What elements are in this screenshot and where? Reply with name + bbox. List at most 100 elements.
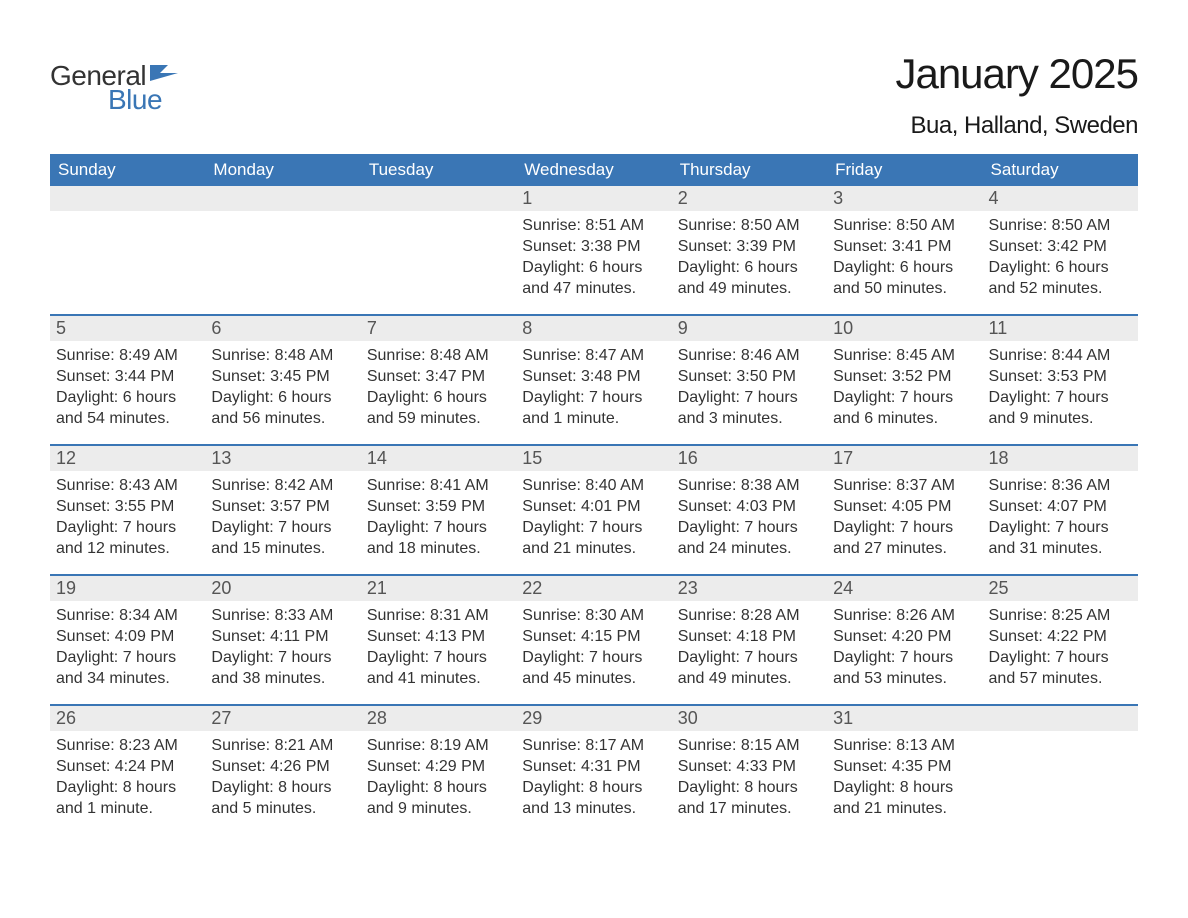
calendar: SundayMondayTuesdayWednesdayThursdayFrid…	[50, 154, 1138, 834]
day-cell: 10 Sunrise: 8:45 AMSunset: 3:52 PMDayligh…	[827, 316, 982, 444]
day-number-row: 6	[205, 316, 360, 341]
week-row: 5Sunrise: 8:49 AMSunset: 3:44 PMDaylight…	[50, 314, 1138, 444]
daylight2-text: and 59 minutes.	[367, 408, 510, 429]
daylight1-text: Daylight: 7 hours	[367, 647, 510, 668]
day-number-row: 10	[827, 316, 982, 341]
daylight2-text: and 34 minutes.	[56, 668, 199, 689]
daylight2-text: and 6 minutes.	[833, 408, 976, 429]
day-details: Sunrise: 8:25 AMSunset: 4:22 PMDaylight:…	[989, 605, 1132, 689]
day-details: Sunrise: 8:46 AMSunset: 3:50 PMDaylight:…	[678, 345, 821, 429]
day-cell: 6Sunrise: 8:48 AMSunset: 3:45 PMDaylight…	[205, 316, 360, 444]
header: General Blue January 2025 Bua, Halland, …	[50, 50, 1138, 140]
day-number: 22	[522, 578, 542, 598]
daylight2-text: and 49 minutes.	[678, 278, 821, 299]
sunset-text: Sunset: 4:29 PM	[367, 756, 510, 777]
daylight2-text: and 5 minutes.	[211, 798, 354, 819]
day-number: 29	[522, 708, 542, 728]
day-number-row: 31	[827, 706, 982, 731]
day-details: Sunrise: 8:34 AMSunset: 4:09 PMDaylight:…	[56, 605, 199, 689]
day-cell: 13Sunrise: 8:42 AMSunset: 3:57 PMDayligh…	[205, 446, 360, 574]
daylight1-text: Daylight: 7 hours	[211, 647, 354, 668]
day-details: Sunrise: 8:37 AMSunset: 4:05 PMDaylight:…	[833, 475, 976, 559]
day-cell: 16 Sunrise: 8:38 AMSunset: 4:03 PMDayligh…	[672, 446, 827, 574]
daylight1-text: Daylight: 7 hours	[989, 517, 1132, 538]
flag-icon	[146, 63, 182, 85]
daylight2-text: and 57 minutes.	[989, 668, 1132, 689]
daylight2-text: and 53 minutes.	[833, 668, 976, 689]
day-number-row: 26	[50, 706, 205, 731]
daylight1-text: Daylight: 7 hours	[56, 517, 199, 538]
day-cell: 28Sunrise: 8:19 AMSunset: 4:29 PMDayligh…	[361, 706, 516, 834]
sunset-text: Sunset: 4:24 PM	[56, 756, 199, 777]
day-number: 10	[833, 318, 853, 338]
day-cell	[205, 186, 360, 314]
daylight1-text: Daylight: 7 hours	[678, 387, 821, 408]
daylight2-text: and 27 minutes.	[833, 538, 976, 559]
day-cell: 12Sunrise: 8:43 AMSunset: 3:55 PMDayligh…	[50, 446, 205, 574]
sunset-text: Sunset: 3:47 PM	[367, 366, 510, 387]
sunrise-text: Sunrise: 8:17 AM	[522, 735, 665, 756]
day-details: Sunrise: 8:45 AMSunset: 3:52 PMDaylight:…	[833, 345, 976, 429]
sunrise-text: Sunrise: 8:15 AM	[678, 735, 821, 756]
daylight1-text: Daylight: 8 hours	[211, 777, 354, 798]
day-number: 8	[522, 318, 532, 338]
sunrise-text: Sunrise: 8:47 AM	[522, 345, 665, 366]
sunrise-text: Sunrise: 8:38 AM	[678, 475, 821, 496]
day-details: Sunrise: 8:13 AMSunset: 4:35 PMDaylight:…	[833, 735, 976, 819]
daylight2-text: and 13 minutes.	[522, 798, 665, 819]
day-cell: 7Sunrise: 8:48 AMSunset: 3:47 PMDaylight…	[361, 316, 516, 444]
day-cell: 29Sunrise: 8:17 AMSunset: 4:31 PMDayligh…	[516, 706, 671, 834]
day-details: Sunrise: 8:42 AMSunset: 3:57 PMDaylight:…	[211, 475, 354, 559]
day-details: Sunrise: 8:49 AMSunset: 3:44 PMDaylight:…	[56, 345, 199, 429]
daylight1-text: Daylight: 7 hours	[833, 387, 976, 408]
day-number-row: 23	[672, 576, 827, 601]
daylight1-text: Daylight: 7 hours	[678, 647, 821, 668]
dow-cell: Friday	[827, 154, 982, 186]
logo: General Blue	[50, 50, 182, 116]
dow-cell: Tuesday	[361, 154, 516, 186]
day-details: Sunrise: 8:50 AMSunset: 3:39 PMDaylight:…	[678, 215, 821, 299]
day-details: Sunrise: 8:21 AMSunset: 4:26 PMDaylight:…	[211, 735, 354, 819]
day-cell: 23Sunrise: 8:28 AMSunset: 4:18 PMDayligh…	[672, 576, 827, 704]
day-cell	[361, 186, 516, 314]
day-number-row: 9	[672, 316, 827, 341]
day-cell: 25Sunrise: 8:25 AMSunset: 4:22 PMDayligh…	[983, 576, 1138, 704]
sunset-text: Sunset: 3:45 PM	[211, 366, 354, 387]
day-number: 16	[678, 448, 698, 468]
sunrise-text: Sunrise: 8:50 AM	[678, 215, 821, 236]
sunset-text: Sunset: 3:52 PM	[833, 366, 976, 387]
sunset-text: Sunset: 3:44 PM	[56, 366, 199, 387]
daylight1-text: Daylight: 7 hours	[678, 517, 821, 538]
day-cell: 5Sunrise: 8:49 AMSunset: 3:44 PMDaylight…	[50, 316, 205, 444]
day-number: 28	[367, 708, 387, 728]
day-number-row: 4	[983, 186, 1138, 211]
day-cell: 1 Sunrise: 8:51 AMSunset: 3:38 PMDaylight…	[516, 186, 671, 314]
sunrise-text: Sunrise: 8:48 AM	[211, 345, 354, 366]
daylight2-text: and 21 minutes.	[833, 798, 976, 819]
sunrise-text: Sunrise: 8:25 AM	[989, 605, 1132, 626]
day-number-row: 24	[827, 576, 982, 601]
sunset-text: Sunset: 3:39 PM	[678, 236, 821, 257]
day-cell: 15Sunrise: 8:40 AMSunset: 4:01 PMDayligh…	[516, 446, 671, 574]
day-number-row: 1	[516, 186, 671, 211]
sunset-text: Sunset: 4:13 PM	[367, 626, 510, 647]
dow-cell: Wednesday	[516, 154, 671, 186]
day-number-row: 18	[983, 446, 1138, 471]
daylight1-text: Daylight: 6 hours	[833, 257, 976, 278]
sunset-text: Sunset: 4:35 PM	[833, 756, 976, 777]
day-details: Sunrise: 8:51 AMSunset: 3:38 PMDaylight:…	[522, 215, 665, 299]
daylight2-text: and 21 minutes.	[522, 538, 665, 559]
day-cell: 17Sunrise: 8:37 AMSunset: 4:05 PMDayligh…	[827, 446, 982, 574]
daylight1-text: Daylight: 6 hours	[367, 387, 510, 408]
day-details: Sunrise: 8:44 AMSunset: 3:53 PMDaylight:…	[989, 345, 1132, 429]
sunrise-text: Sunrise: 8:50 AM	[989, 215, 1132, 236]
daylight1-text: Daylight: 8 hours	[367, 777, 510, 798]
sunset-text: Sunset: 4:22 PM	[989, 626, 1132, 647]
day-details: Sunrise: 8:38 AMSunset: 4:03 PMDaylight:…	[678, 475, 821, 559]
daylight2-text: and 47 minutes.	[522, 278, 665, 299]
day-number: 3	[833, 188, 843, 208]
sunset-text: Sunset: 4:20 PM	[833, 626, 976, 647]
month-title: January 2025	[895, 50, 1138, 98]
sunrise-text: Sunrise: 8:42 AM	[211, 475, 354, 496]
sunset-text: Sunset: 4:31 PM	[522, 756, 665, 777]
